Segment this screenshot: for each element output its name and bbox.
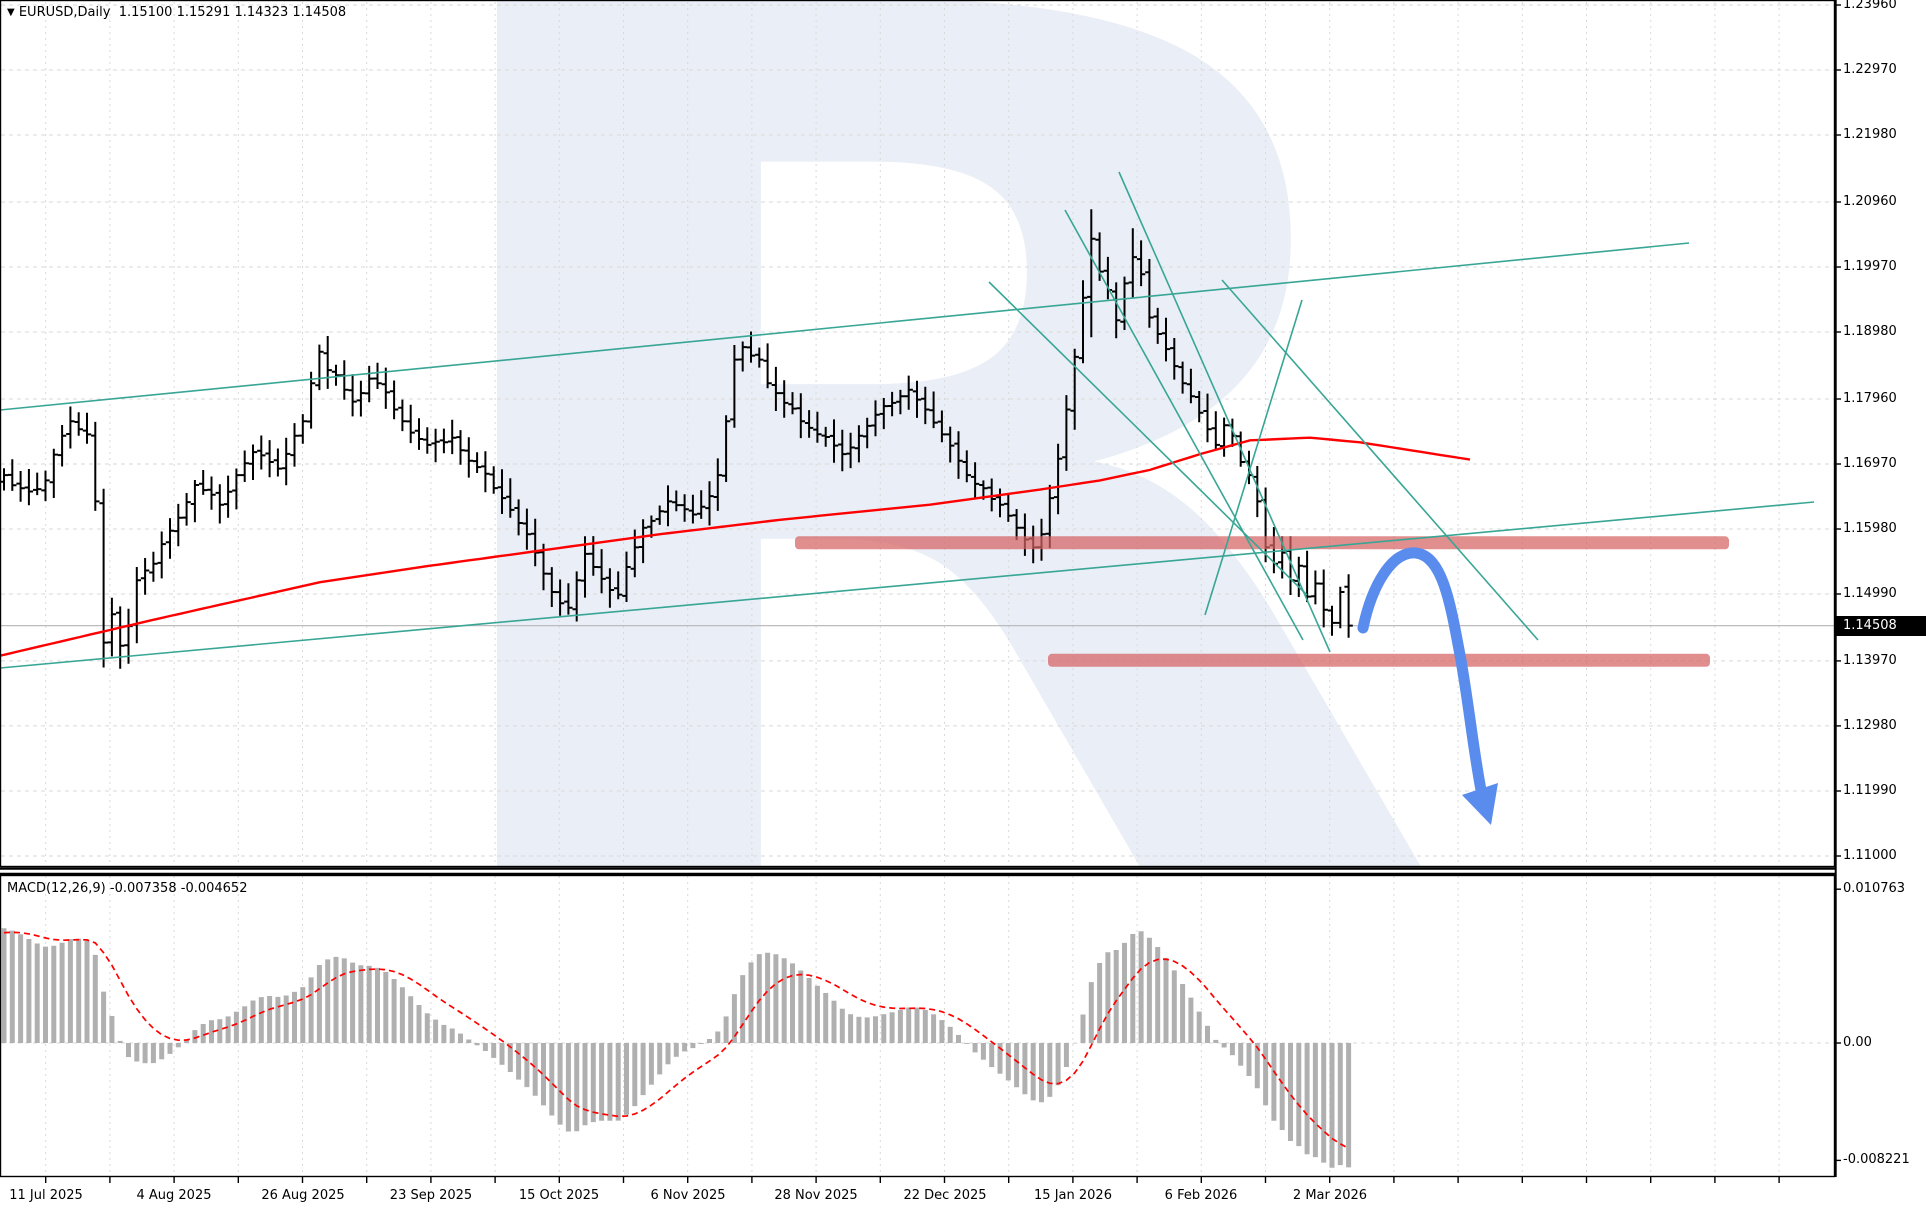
- arrowhead-icon: [1462, 783, 1498, 825]
- price-axis-label[interactable]: 1.13970: [1843, 653, 1897, 668]
- macd-main-value: -0.007358: [109, 881, 177, 896]
- trendline-steep-4: [1221, 279, 1539, 641]
- date-axis-label[interactable]: 6 Nov 2025: [650, 1188, 726, 1203]
- date-axis-label[interactable]: 28 Nov 2025: [774, 1188, 858, 1203]
- price-axis-label[interactable]: 1.15980: [1843, 521, 1897, 536]
- date-axis-label[interactable]: 6 Feb 2026: [1164, 1188, 1238, 1203]
- trendline-lower-channel: [0, 501, 1815, 669]
- price-axis-label[interactable]: 1.22970: [1843, 62, 1897, 77]
- macd-axis-label[interactable]: 0.010763: [1843, 881, 1906, 896]
- date-axis-label[interactable]: 11 Jul 2025: [9, 1188, 83, 1203]
- price-axis-label[interactable]: 1.11990: [1843, 783, 1897, 798]
- macd-indicator-label: MACD(12,26,9) -0.007358 -0.004652: [7, 881, 247, 896]
- current-price-box: 1.14508: [1836, 616, 1926, 636]
- price-axis-label[interactable]: 1.11000: [1843, 848, 1897, 863]
- axis-ticks: [45, 4, 1841, 1183]
- macd-axis-label[interactable]: -0.008221: [1843, 1152, 1910, 1167]
- price-axis-label[interactable]: 1.12980: [1843, 718, 1897, 733]
- price-axis-label[interactable]: 1.19970: [1843, 259, 1897, 274]
- price-axis-label[interactable]: 1.17960: [1843, 391, 1897, 406]
- ohlc-bars: [0, 209, 1353, 669]
- trendline-steep-3: [1064, 209, 1304, 641]
- ohlc-close-value: 1.14508: [292, 5, 347, 20]
- date-axis-label[interactable]: 15 Jan 2026: [1034, 1188, 1112, 1203]
- chart-title: ▼ EURUSD,Daily 1.15100 1.15291 1.14323 1…: [7, 5, 346, 20]
- price-axis-label[interactable]: 1.14990: [1843, 586, 1897, 601]
- macd-signal-line: [3, 931, 1350, 1150]
- date-axis-label[interactable]: 26 Aug 2025: [261, 1188, 345, 1203]
- trendline-upper-channel: [0, 242, 1690, 411]
- date-axis-label[interactable]: 2 Mar 2026: [1292, 1188, 1368, 1203]
- date-axis-label[interactable]: 23 Sep 2025: [389, 1188, 473, 1203]
- trendlines[interactable]: [0, 171, 1815, 669]
- date-axis-label[interactable]: 4 Aug 2025: [136, 1188, 212, 1203]
- support-zone: [1048, 653, 1710, 667]
- macd-signal-value: -0.004652: [180, 881, 248, 896]
- symbol-dropdown-marker-icon[interactable]: ▼: [7, 7, 15, 18]
- resistance-zone: [795, 536, 1729, 550]
- macd-histogram: [1, 928, 1352, 1168]
- moving-average-line: [0, 436, 1471, 657]
- price-axis-label[interactable]: 1.20960: [1843, 194, 1897, 209]
- macd-axis-label[interactable]: 0.00: [1843, 1035, 1872, 1050]
- price-axis-label[interactable]: 1.21980: [1843, 127, 1897, 142]
- macd-name: MACD(12,26,9): [7, 881, 106, 896]
- support-resistance-zones[interactable]: [795, 536, 1729, 667]
- date-axis-label[interactable]: 22 Dec 2025: [903, 1188, 987, 1203]
- price-axis-label[interactable]: 1.16970: [1843, 456, 1897, 471]
- price-axis-label[interactable]: 1.23960: [1843, 0, 1897, 12]
- trendline-steep-1: [988, 281, 1308, 596]
- ohlc-high-value: 1.15291: [176, 5, 231, 20]
- symbol-period-label: EURUSD,Daily: [18, 5, 111, 20]
- price-axis-label[interactable]: 1.18980: [1843, 324, 1897, 339]
- ohlc-low-value: 1.14323: [234, 5, 289, 20]
- ohlc-open-value: 1.15100: [118, 5, 173, 20]
- trendline-rising-cross: [1204, 299, 1303, 616]
- projection-arrow[interactable]: [1357, 547, 1498, 825]
- trendline-steep-2: [1118, 171, 1331, 653]
- panel-borders: [0, 0, 1837, 1178]
- date-axis-label[interactable]: 15 Oct 2025: [518, 1188, 600, 1203]
